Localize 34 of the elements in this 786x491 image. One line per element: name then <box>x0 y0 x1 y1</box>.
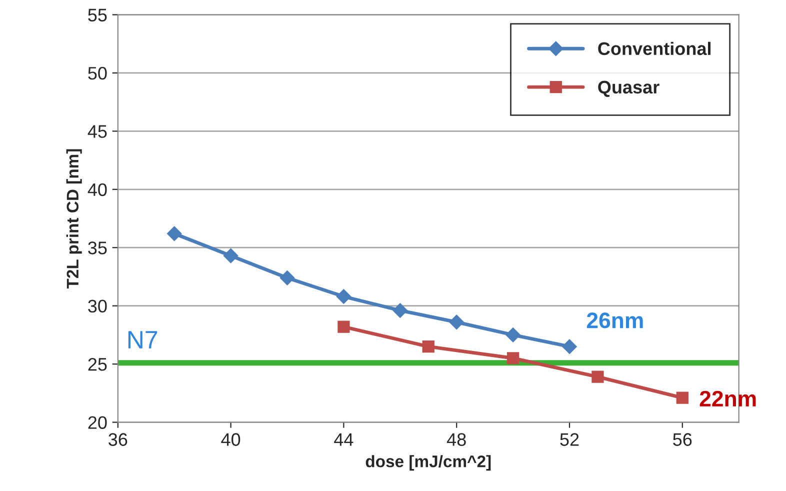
point <box>506 328 520 342</box>
x-tick-label: 48 <box>446 433 466 446</box>
point <box>422 340 434 353</box>
point <box>506 352 520 364</box>
point <box>166 226 182 242</box>
y-tick-label: 20 <box>88 416 107 429</box>
y-tick-label: 50 <box>88 66 107 80</box>
point <box>338 320 350 333</box>
y-tick-label: 30 <box>88 300 107 313</box>
point <box>336 289 352 304</box>
x-tick-label: 44 <box>334 433 354 446</box>
x-tick-label: 56 <box>673 433 692 446</box>
point <box>676 392 688 404</box>
y-tick-label: 40 <box>88 183 107 196</box>
y-tick-label: 45 <box>88 125 107 138</box>
annotation: 26nm <box>586 312 643 328</box>
point <box>223 248 238 264</box>
annotation: 22nm <box>700 390 756 406</box>
x-tick-label: 36 <box>108 433 128 446</box>
legend-label: Quasar <box>598 80 660 97</box>
x-tick-label: 52 <box>560 433 579 446</box>
x-axis-title: dose [mJ/cm^2] <box>366 455 491 471</box>
legend-label: Conventional <box>598 42 710 56</box>
ref-line-label: N7 <box>128 331 158 348</box>
y-tick-label: 25 <box>88 358 107 371</box>
y-axis-title: T2L print CD [nm] <box>66 149 82 289</box>
point <box>562 339 577 354</box>
y-tick-label: 35 <box>88 242 107 254</box>
point <box>392 303 408 318</box>
y-tick-label: 55 <box>88 8 107 22</box>
point <box>592 370 604 383</box>
point <box>449 314 464 330</box>
point <box>280 270 295 286</box>
x-tick-label: 40 <box>221 433 240 446</box>
